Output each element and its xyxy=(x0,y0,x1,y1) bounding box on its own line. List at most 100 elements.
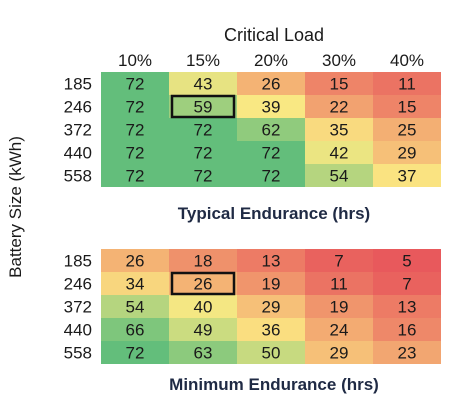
cell-value-label: 18 xyxy=(194,252,213,271)
heatmap-cell xyxy=(101,141,169,164)
heatmap-cell xyxy=(305,95,373,118)
cell-value-label: 39 xyxy=(262,98,281,117)
cell-value-label: 15 xyxy=(330,75,349,94)
cell-value-label: 7 xyxy=(402,275,411,294)
highlight-box xyxy=(170,271,236,296)
heatmap-cell xyxy=(373,341,441,364)
heatmap-panel: 185 26 18 13 7 5 246 34 26 19 11 7 372 54 40 29 19 13 440 6… xyxy=(64,249,441,394)
cell-value-label: 54 xyxy=(330,167,349,186)
cell-value-label: 29 xyxy=(330,344,349,363)
battery-size-axis-label: Battery Size (kWh) xyxy=(6,136,25,278)
cell-value-label: 72 xyxy=(262,167,281,186)
panel-title: Minimum Endurance (hrs) xyxy=(169,375,379,394)
cell-value-label: 72 xyxy=(194,121,213,140)
heatmap-cell xyxy=(237,95,305,118)
row-label: 372 xyxy=(64,121,92,140)
critical-load-title: Critical Load xyxy=(224,25,324,45)
heatmap-cell xyxy=(237,164,305,187)
heatmap-cell xyxy=(305,118,373,141)
cell-value-label: 72 xyxy=(262,144,281,163)
cell-value-label: 63 xyxy=(194,344,213,363)
heatmap-cell xyxy=(305,249,373,272)
heatmap-cell xyxy=(169,72,237,95)
heatmap-cell xyxy=(169,118,237,141)
heatmap-cell xyxy=(169,318,237,341)
column-header: 20% xyxy=(254,51,288,70)
cell-value-label: 35 xyxy=(330,121,349,140)
heatmap-cell xyxy=(169,341,237,364)
heatmap-cell xyxy=(305,141,373,164)
heatmap-cell xyxy=(101,272,169,295)
column-header: 10% xyxy=(118,51,152,70)
heatmap-cell xyxy=(101,318,169,341)
cell-value-label: 37 xyxy=(398,167,417,186)
heatmap-cell xyxy=(237,141,305,164)
heatmap-cell xyxy=(305,295,373,318)
heatmap-cell xyxy=(101,118,169,141)
row-label: 558 xyxy=(64,167,92,186)
heatmap-cell xyxy=(237,341,305,364)
row-label: 185 xyxy=(64,252,92,271)
row-label: 372 xyxy=(64,298,92,317)
cell-value-label: 26 xyxy=(126,252,145,271)
heatmap-cell xyxy=(373,72,441,95)
cell-value-label: 29 xyxy=(262,298,281,317)
cell-value-label: 43 xyxy=(194,75,213,94)
cell-value-label: 16 xyxy=(398,321,417,340)
cell-value-label: 24 xyxy=(330,321,349,340)
heatmap-panel: 185 72 43 26 15 11 246 72 59 39 22 15 372 72 72 62 35 25 4… xyxy=(64,72,441,223)
cell-value-label: 40 xyxy=(194,298,213,317)
cell-value-label: 19 xyxy=(330,298,349,317)
heatmap-cell xyxy=(305,164,373,187)
row-label: 440 xyxy=(64,144,92,163)
cell-value-label: 26 xyxy=(194,275,213,294)
heatmap-cell xyxy=(101,95,169,118)
heatmap-cell xyxy=(101,295,169,318)
heatmap-cell xyxy=(373,272,441,295)
heatmap-cell xyxy=(169,272,237,295)
heatmap-cell xyxy=(373,95,441,118)
panel-title: Typical Endurance (hrs) xyxy=(178,204,370,223)
heatmap-cell xyxy=(305,72,373,95)
cell-value-label: 59 xyxy=(194,98,213,117)
heatmap-cell xyxy=(373,249,441,272)
cell-value-label: 29 xyxy=(398,144,417,163)
heatmap-cell xyxy=(169,95,237,118)
cell-value-label: 23 xyxy=(398,344,417,363)
heatmap-cell xyxy=(101,249,169,272)
cell-value-label: 72 xyxy=(126,167,145,186)
row-label: 246 xyxy=(64,98,92,117)
heatmap-cell xyxy=(237,249,305,272)
cell-value-label: 26 xyxy=(262,75,281,94)
heatmap-cell xyxy=(373,164,441,187)
cell-value-label: 49 xyxy=(194,321,213,340)
cell-value-label: 22 xyxy=(330,98,349,117)
highlight-box xyxy=(170,94,236,119)
cell-value-label: 54 xyxy=(126,298,145,317)
heatmap-cell xyxy=(237,318,305,341)
heatmap-cell xyxy=(101,164,169,187)
heatmap-cell xyxy=(169,164,237,187)
heatmap-cell xyxy=(237,118,305,141)
heatmap-cell xyxy=(373,118,441,141)
cell-value-label: 72 xyxy=(126,344,145,363)
cell-value-label: 36 xyxy=(262,321,281,340)
cell-value-label: 19 xyxy=(262,275,281,294)
row-label: 246 xyxy=(64,275,92,294)
heatmap-cell xyxy=(237,295,305,318)
row-label: 558 xyxy=(64,344,92,363)
cell-value-label: 25 xyxy=(398,121,417,140)
heatmap-cell xyxy=(169,141,237,164)
heatmap-cell xyxy=(101,72,169,95)
heatmap-cell xyxy=(101,341,169,364)
cell-value-label: 72 xyxy=(126,75,145,94)
cell-value-label: 34 xyxy=(126,275,145,294)
heatmap-cell xyxy=(373,295,441,318)
row-label: 185 xyxy=(64,75,92,94)
heatmap-cell xyxy=(305,318,373,341)
cell-value-label: 72 xyxy=(126,98,145,117)
heatmap-cell xyxy=(237,272,305,295)
cell-value-label: 50 xyxy=(262,344,281,363)
cell-value-label: 72 xyxy=(194,167,213,186)
heatmap-cell xyxy=(305,341,373,364)
